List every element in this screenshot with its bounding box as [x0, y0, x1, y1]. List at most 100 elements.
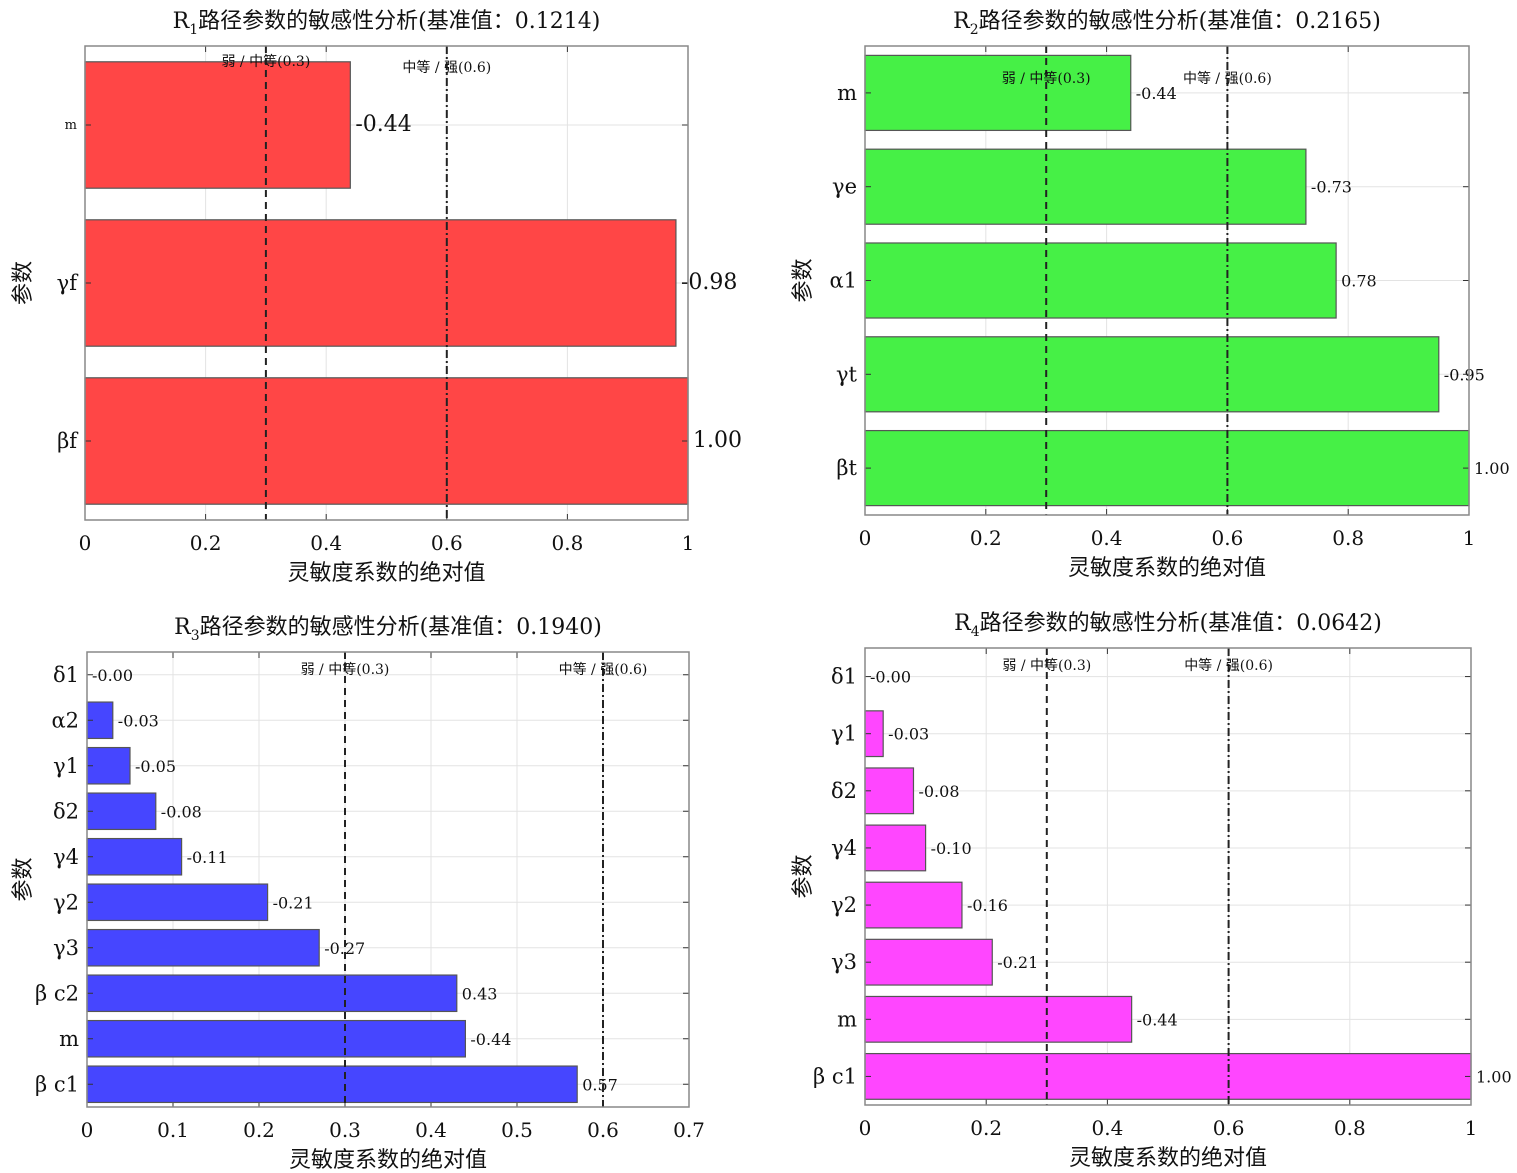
y-tick-label: γ3: [53, 936, 79, 960]
y-tick-label: δ1: [831, 665, 857, 689]
axes-frame: [86, 651, 690, 1108]
data-label: -0.08: [161, 802, 202, 821]
y-tick-label: γ4: [53, 845, 79, 869]
data-label: -0.16: [967, 896, 1008, 915]
subplot-4: 0 0.2 0.4 0.6 0.8 1 -0.00 δ1 -0.03 γ1 -0.08 δ2 -0.10…: [791, 611, 1512, 1171]
y-tick-label: γ2: [831, 893, 857, 917]
y-tick-label: m: [837, 1007, 857, 1031]
x-tick-label: 0.8: [1334, 1116, 1366, 1140]
bar: [86, 883, 269, 922]
x-tick-label: 0.8: [1332, 526, 1364, 550]
x-tick-label: 0.6: [1211, 526, 1243, 550]
data-label: -0.44: [355, 112, 411, 137]
y-axis-label: 参数: [791, 258, 816, 302]
y-tick-label: γ2: [53, 890, 79, 914]
data-label: -0.00: [92, 666, 133, 685]
bar: [864, 429, 1470, 507]
y-tick-label: m: [837, 81, 857, 105]
chart-title: R1路径参数的敏感性分析(基准值：0.1214): [173, 9, 601, 38]
y-tick-label: βf: [57, 429, 79, 453]
data-label: -0.10: [931, 839, 972, 858]
x-tick-label: 0: [859, 526, 872, 550]
bar: [864, 148, 1307, 225]
data-label: 1.00: [693, 428, 742, 453]
data-label: -0.05: [135, 757, 176, 776]
y-tick-label: β c1: [35, 1072, 79, 1096]
bar: [864, 336, 1440, 413]
data-label: -0.03: [118, 711, 159, 730]
data-label: -0.98: [681, 270, 737, 295]
x-tick-label: 0.2: [190, 531, 222, 555]
x-tick-label: 1: [1463, 526, 1476, 550]
data-label: -0.21: [273, 893, 314, 912]
x-tick-label: 0.6: [587, 1118, 619, 1142]
bar: [86, 1065, 578, 1104]
bar: [864, 242, 1337, 319]
y-tick-label: γ1: [53, 754, 79, 778]
threshold-label: 中等 / 强(0.6): [1184, 657, 1273, 674]
bar: [86, 837, 183, 876]
y-tick-label: γ3: [831, 950, 857, 974]
data-label: 0.57: [582, 1075, 618, 1094]
data-label: -0.73: [1311, 178, 1352, 197]
threshold-label: 中等 / 强(0.6): [1183, 70, 1272, 87]
bar: [86, 792, 157, 831]
bar: [84, 61, 351, 189]
bar: [864, 1052, 1472, 1100]
y-axis-label: 参数: [791, 854, 816, 898]
y-axis-label: 参数: [11, 857, 36, 901]
x-tick-label: 0.4: [415, 1118, 447, 1142]
data-label: -0.44: [1136, 84, 1177, 103]
bar: [86, 974, 458, 1013]
x-tick-label: 0: [81, 1118, 94, 1142]
x-tick-label: 0.3: [329, 1118, 361, 1142]
y-tick-label: α1: [829, 269, 857, 293]
data-label: -0.44: [470, 1030, 511, 1049]
chart-title: R2路径参数的敏感性分析(基准值：0.2165): [953, 9, 1381, 38]
axes-frame: [864, 647, 1472, 1106]
y-axis-label: 参数: [11, 261, 36, 305]
axes-frame: [84, 45, 689, 521]
x-tick-label: 0.5: [501, 1118, 533, 1142]
x-tick-label: 1: [682, 531, 695, 555]
bar: [864, 54, 1132, 132]
data-label: -0.08: [918, 782, 959, 801]
y-tick-label: m: [59, 1027, 79, 1051]
subplot-2: 0 0.2 0.4 0.6 0.8 1-0.44m-0.73γe0.78α1-0.95γt…: [791, 9, 1510, 581]
bar: [864, 938, 993, 986]
threshold-label: 弱 / 中等(0.3): [301, 661, 390, 678]
threshold-label: 中等 / 强(0.6): [559, 661, 648, 678]
x-tick-label: 0.4: [310, 531, 342, 555]
threshold-label: 弱 / 中等(0.3): [1002, 70, 1091, 87]
bar: [86, 746, 131, 785]
bar: [864, 995, 1133, 1043]
data-label: -0.27: [324, 939, 365, 958]
data-label: 0.78: [1341, 272, 1377, 291]
data-label: -0.00: [870, 668, 911, 687]
bar: [864, 881, 963, 929]
x-tick-label: 0.2: [970, 1116, 1002, 1140]
bar: [864, 767, 915, 815]
y-tick-label: γt: [836, 362, 858, 386]
x-axis-label: 灵敏度系数的绝对值: [1068, 556, 1266, 581]
x-tick-label: 0.7: [673, 1118, 705, 1142]
y-tick-label: γ1: [831, 722, 857, 746]
bar: [84, 219, 677, 347]
x-tick-label: 0.1: [157, 1118, 189, 1142]
chart-title: R3路径参数的敏感性分析(基准值：0.1940): [174, 615, 602, 644]
data-label: 0.43: [462, 984, 498, 1003]
threshold-label: 中等 / 强(0.6): [402, 59, 491, 76]
x-tick-label: 0: [859, 1116, 872, 1140]
x-tick-label: 0.2: [243, 1118, 275, 1142]
data-label: 1.00: [1476, 1067, 1512, 1086]
x-tick-label: 0.8: [551, 531, 583, 555]
x-axis-label: 灵敏度系数的绝对值: [289, 1148, 487, 1169]
x-tick-label: 0.6: [431, 531, 463, 555]
y-tick-label: m: [65, 118, 77, 133]
x-tick-label: 0: [79, 531, 92, 555]
bar: [86, 1019, 466, 1058]
y-tick-label: γe: [832, 175, 857, 199]
y-tick-label: β c2: [35, 981, 79, 1005]
y-tick-label: δ1: [53, 663, 79, 687]
x-tick-label: 0.2: [970, 526, 1002, 550]
